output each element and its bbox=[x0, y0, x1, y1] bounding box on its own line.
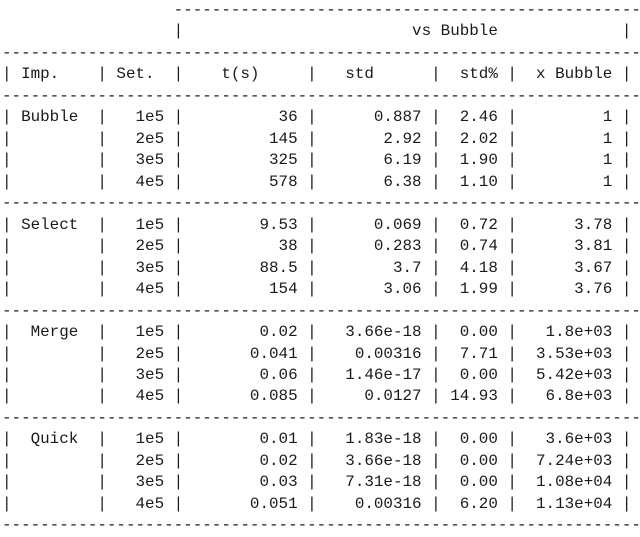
separator-row: ----------------------------------------… bbox=[2, 408, 640, 427]
table-row: | | 4e5 | 154 | 3.06 | 1.99 | 3.76 | bbox=[2, 280, 632, 299]
separator-row: ----------------------------------------… bbox=[2, 194, 640, 213]
table-row: | | 4e5 | 0.085 | 0.0127 | 14.93 | 6.8e+… bbox=[2, 387, 632, 406]
span-header-row: | vs Bubble | bbox=[2, 22, 632, 41]
table-row: | | 4e5 | 578 | 6.38 | 1.10 | 1 | bbox=[2, 172, 632, 191]
table-row: | | 2e5 | 38 | 0.283 | 0.74 | 3.81 | bbox=[2, 237, 632, 256]
table-row: | | 3e5 | 0.03 | 7.31e-18 | 0.00 | 1.08e… bbox=[2, 473, 632, 492]
table-row: | Bubble | 1e5 | 36 | 0.887 | 2.46 | 1 | bbox=[2, 108, 632, 127]
table-row: | | 2e5 | 0.02 | 3.66e-18 | 0.00 | 7.24e… bbox=[2, 451, 632, 470]
table-row: | Quick | 1e5 | 0.01 | 1.83e-18 | 0.00 |… bbox=[2, 430, 632, 449]
separator-row: ----------------------------------------… bbox=[2, 86, 640, 105]
table-top-border: ----------------------------------------… bbox=[2, 1, 640, 19]
separator-row: ----------------------------------------… bbox=[2, 516, 640, 535]
table-row: | | 4e5 | 0.051 | 0.00316 | 6.20 | 1.13e… bbox=[2, 494, 632, 513]
table-row: | | 3e5 | 325 | 6.19 | 1.90 | 1 | bbox=[2, 151, 632, 170]
separator-row: ----------------------------------------… bbox=[2, 301, 640, 320]
table-row: | | 3e5 | 88.5 | 3.7 | 4.18 | 3.67 | bbox=[2, 258, 632, 277]
table-row: | | 2e5 | 0.041 | 0.00316 | 7.71 | 3.53e… bbox=[2, 344, 632, 363]
table-row: | | 2e5 | 145 | 2.92 | 2.02 | 1 | bbox=[2, 129, 632, 148]
separator-row: ----------------------------------------… bbox=[2, 43, 640, 62]
table-row: | | 3e5 | 0.06 | 1.46e-17 | 0.00 | 5.42e… bbox=[2, 365, 632, 384]
column-header-row: | Imp. | Set. | t(s) | std | std% | x Bu… bbox=[2, 65, 632, 84]
table-row: | Select | 1e5 | 9.53 | 0.069 | 0.72 | 3… bbox=[2, 215, 632, 234]
table-row: | Merge | 1e5 | 0.02 | 3.66e-18 | 0.00 |… bbox=[2, 323, 632, 342]
